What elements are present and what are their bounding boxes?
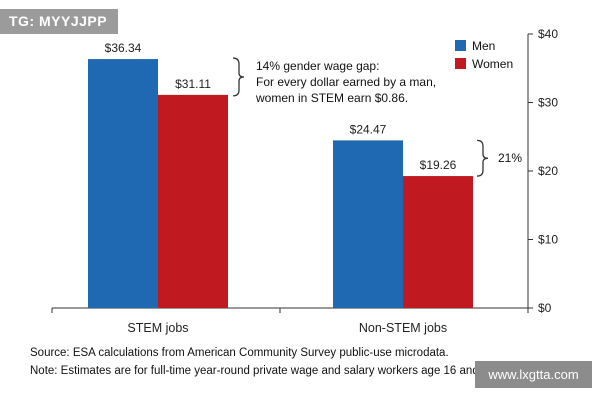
- legend-label: Women: [472, 57, 513, 71]
- y-tick-label: $10: [538, 233, 558, 247]
- data-label: $36.34: [105, 41, 142, 55]
- data-label: $31.11: [175, 77, 211, 91]
- annotation-layer: 14% gender wage gap: For every dollar ear…: [232, 57, 522, 177]
- legend: Men Women: [455, 39, 513, 71]
- y-tick-label: $30: [538, 96, 558, 110]
- bars-layer: [88, 59, 473, 308]
- y-tick-label: $0: [538, 301, 552, 315]
- watermark-bottom: www.lxgtta.com: [475, 361, 592, 388]
- note-footnote: Note: Estimates are for full-time year-r…: [30, 365, 507, 377]
- bar-men-0: [88, 59, 158, 308]
- legend-label: Men: [472, 39, 495, 53]
- labels-layer: STEM jobs $36.34 $31.11 Non-STEM jobs $24.47…: [105, 41, 457, 335]
- legend-swatch-women: [455, 58, 466, 69]
- data-label: $19.26: [420, 158, 457, 172]
- bar-women-0: [158, 94, 228, 308]
- annotation-line: women in STEM earn $0.86.: [255, 91, 408, 105]
- brace-icon: [232, 57, 245, 97]
- annotation-line: 21%: [498, 151, 522, 165]
- bar-men-1: [333, 140, 403, 308]
- brace-icon: [476, 139, 489, 177]
- x-category-label: Non-STEM jobs: [359, 321, 447, 335]
- x-category-label: STEM jobs: [127, 321, 188, 335]
- y-tick-label: $20: [538, 164, 558, 178]
- annotation-line: 14% gender wage gap:: [256, 59, 379, 73]
- annotation-line: For every dollar earned by a man,: [256, 75, 436, 89]
- y-tick-label: $40: [538, 27, 558, 41]
- legend-swatch-men: [455, 40, 466, 51]
- watermark-top: TG: MYYJJPP: [0, 9, 118, 34]
- data-label: $24.47: [350, 122, 387, 136]
- source-footnote: Source: ESA calculations from American C…: [30, 347, 449, 359]
- bar-women-1: [403, 176, 473, 308]
